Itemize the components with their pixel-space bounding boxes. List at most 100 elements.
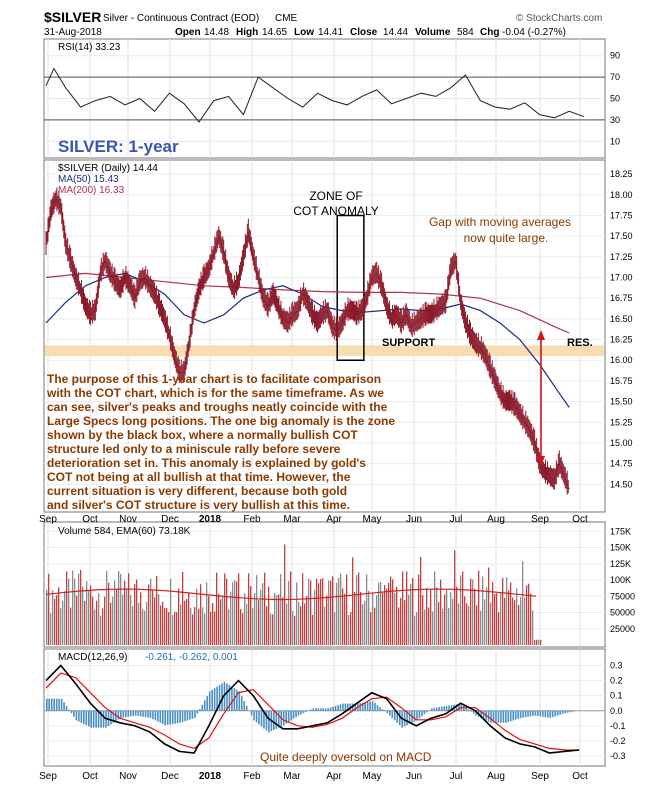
macd-histogram-bar [110, 710, 112, 725]
volume-bar [228, 609, 230, 645]
volume-bar [298, 601, 300, 645]
macd-tick-label: -0.1 [610, 721, 626, 731]
volume-bar [60, 608, 62, 645]
x-tick-label: 2018 [199, 514, 222, 525]
volume-bar [398, 607, 400, 645]
volume-bar [530, 593, 532, 645]
volume-bar [252, 608, 254, 645]
volume-bar [354, 591, 356, 645]
macd-histogram-bar [186, 710, 189, 721]
volume-bar [344, 593, 346, 645]
macd-histogram-bar [265, 710, 268, 731]
macd-histogram-bar [396, 710, 399, 723]
macd-histogram-bar [216, 686, 218, 711]
volume-bar [280, 574, 282, 645]
volume-bar [528, 583, 530, 645]
volume-bar [144, 610, 146, 645]
macd-histogram-bar [292, 710, 295, 719]
price-legend-ma200: MA(200) 16.33 [58, 185, 125, 196]
volume-bar [86, 581, 88, 645]
macd-histogram-bar [443, 706, 445, 711]
volume-bar [94, 609, 96, 645]
volume-bar [168, 612, 170, 645]
price-tick-label: 14.75 [610, 459, 633, 469]
macd-histogram-bar [359, 703, 362, 711]
macd-histogram-bar [361, 702, 364, 711]
macd-tick-label: 0.1 [610, 691, 623, 701]
x-tick-label: Oct [572, 514, 588, 525]
volume-bar [72, 570, 74, 645]
volume-bar [226, 578, 228, 645]
volume-bar [454, 550, 456, 645]
volume-bar [198, 608, 200, 645]
macd-histogram-bar [440, 706, 443, 711]
volume-bar [292, 610, 294, 645]
volume-bar [402, 571, 404, 645]
macd-histogram-bar [371, 701, 374, 711]
macd-histogram-bar [70, 710, 73, 714]
volume-bar [278, 594, 280, 645]
macd-histogram-bar [211, 689, 213, 711]
volume-bar [448, 607, 450, 645]
volume-bar [188, 592, 190, 645]
macd-histogram-bar [226, 683, 228, 711]
volume-bar [410, 583, 412, 645]
volume-bar [82, 586, 84, 645]
ma50-line [45, 272, 570, 408]
macd-histogram-bar [519, 710, 522, 718]
macd-histogram-bar [435, 707, 438, 711]
volume-bar [178, 588, 180, 645]
volume-tick-label: 100K [610, 575, 631, 585]
macd-histogram-bar [273, 710, 275, 731]
volume-bar [374, 607, 376, 645]
macd-histogram-bar [334, 705, 337, 711]
macd-histogram-bar [189, 710, 191, 720]
header-quote: Open 14.48 High 14.65 Low 14.41 Close 14… [175, 27, 566, 38]
volume-bar [170, 578, 172, 645]
x-tick-label: Jul [450, 514, 463, 525]
macd-tick-label: 0.0 [610, 706, 623, 716]
macd-histogram-bar [507, 710, 510, 723]
macd-histogram-bar [236, 689, 238, 711]
macd-histogram-bar [277, 710, 280, 728]
macd-histogram-bar [354, 703, 357, 711]
macd-histogram-bar [171, 710, 174, 725]
macd-histogram-bar [482, 710, 485, 720]
macd-histogram-bar [78, 710, 80, 722]
volume-tick-label: 75000 [610, 591, 635, 601]
macd-histogram-bar [458, 703, 460, 711]
macd-histogram-bar [87, 710, 90, 727]
volume-bar [202, 607, 204, 645]
quote-low-value: 14.41 [318, 27, 343, 38]
volume-bar [496, 593, 498, 645]
macd-panel-frame [43, 648, 606, 767]
volume-bar [180, 604, 182, 645]
macd-histogram-bar [285, 710, 287, 724]
macd-histogram-bar [154, 710, 157, 721]
macd-histogram-bar [132, 710, 134, 716]
volume-bar [154, 597, 156, 645]
macd-histogram-bar [268, 710, 270, 733]
quote-close-label: Close [350, 27, 378, 38]
price-tick-label: 16.00 [610, 355, 633, 365]
volume-bar [414, 615, 416, 645]
volume-ema-line [45, 588, 537, 601]
macd-histogram-bar [559, 710, 561, 715]
x-tick-label: Apr [326, 771, 342, 782]
volume-bar [336, 582, 338, 645]
volume-bar [208, 596, 210, 645]
volume-bar [388, 582, 390, 645]
macd-histogram-bar [120, 710, 122, 718]
macd-histogram-bar [374, 703, 376, 711]
macd-histogram-bar [339, 704, 342, 711]
volume-bar [114, 580, 116, 645]
volume-bar [106, 570, 108, 645]
volume-bar [332, 576, 334, 645]
macd-histogram-bar [83, 710, 85, 725]
volume-bar [176, 612, 178, 645]
volume-bar [54, 598, 56, 645]
macd-histogram-bar [157, 710, 159, 722]
macd-histogram-bar [500, 710, 502, 723]
macd-histogram-bar [366, 701, 369, 711]
x-tick-label: Apr [326, 514, 342, 525]
